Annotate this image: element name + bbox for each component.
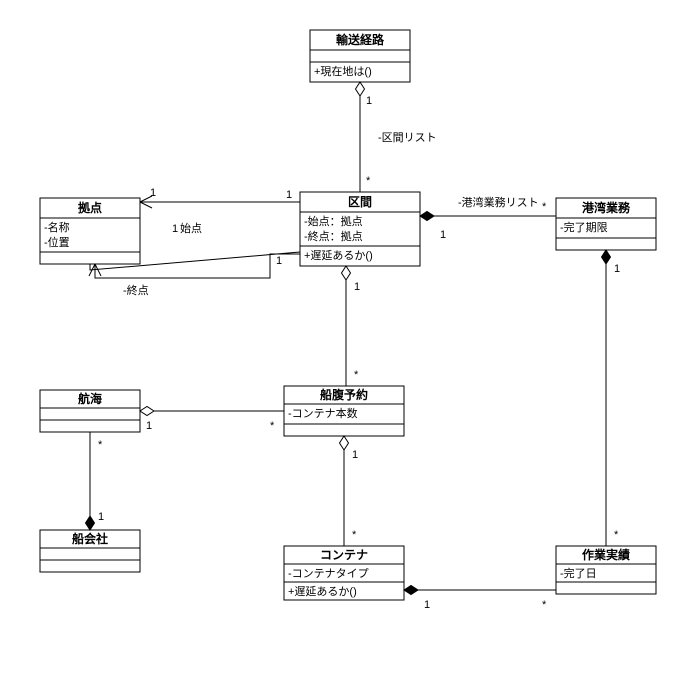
class-transport_route: 輸送経路 +現在地は(): [310, 30, 410, 82]
class-shipping_company: 船会社: [40, 530, 140, 572]
class-port_operation: 港湾業務 -完了期限: [556, 198, 656, 250]
class-operation: +遅延あるか(): [304, 249, 373, 262]
class-operation: +遅延あるか(): [288, 585, 357, 598]
class-attribute: -コンテナ本数: [288, 406, 358, 420]
class-title: 輸送経路: [336, 32, 385, 47]
class-attribute: -始点：拠点: [304, 214, 363, 228]
class-title: 船腹予約: [320, 387, 368, 402]
class-title: 港湾業務: [582, 200, 631, 215]
association-label: 1: [352, 449, 358, 461]
association-label: 1: [172, 223, 178, 235]
class-space_booking: 船腹予約 -コンテナ本数: [284, 386, 404, 436]
class-title: 船会社: [72, 531, 108, 546]
association-label: *: [542, 599, 547, 611]
class-base: 拠点 -名称-位置: [40, 198, 140, 264]
class-title: 拠点: [78, 200, 102, 215]
association-label: *: [366, 175, 371, 187]
association-label: *: [354, 369, 359, 381]
association-label: *: [270, 420, 275, 432]
association-label: 始点: [180, 221, 202, 235]
class-attribute: -位置: [44, 235, 70, 249]
class-voyage: 航海: [40, 390, 140, 432]
association-label: 1: [354, 281, 360, 293]
class-title: コンテナ: [320, 548, 368, 562]
association-label: 1: [146, 420, 152, 432]
association-label: 1: [366, 95, 372, 107]
association-label: 1: [276, 255, 282, 267]
class-attribute: -終点：拠点: [304, 229, 363, 243]
association-label: *: [98, 439, 103, 451]
association-label: 1: [286, 189, 292, 201]
uml-diagram: 輸送経路 +現在地は() 区間 -始点：拠点-終点：拠点 +遅延あるか() 拠点 -名称-位…: [0, 0, 673, 676]
association-label: 1: [98, 511, 104, 523]
class-attribute: -完了日: [560, 566, 597, 580]
association-label: -区間リスト: [378, 131, 437, 144]
class-title: 作業実績: [582, 547, 630, 562]
class-work_result: 作業実績 -完了日: [556, 546, 656, 594]
association-label: -終点: [123, 283, 149, 297]
association-label: *: [614, 529, 619, 541]
class-attribute: -コンテナタイプ: [288, 567, 369, 580]
association-label: 1: [424, 599, 430, 611]
class-title: 航海: [78, 391, 102, 406]
class-container: コンテナ -コンテナタイプ +遅延あるか(): [284, 546, 404, 600]
association-label: 1: [614, 263, 620, 275]
class-attribute: -完了期限: [560, 220, 608, 234]
association-label: *: [542, 201, 547, 213]
association-label: *: [352, 529, 357, 541]
association-label: -港湾業務リスト: [458, 195, 539, 209]
class-operation: +現在地は(): [314, 65, 372, 78]
class-attribute: -名称: [44, 220, 70, 234]
class-title: 区間: [348, 195, 372, 209]
association-label: 1: [150, 187, 156, 199]
class-segment: 区間 -始点：拠点-終点：拠点 +遅延あるか(): [300, 192, 420, 266]
association-label: 1: [440, 229, 446, 241]
